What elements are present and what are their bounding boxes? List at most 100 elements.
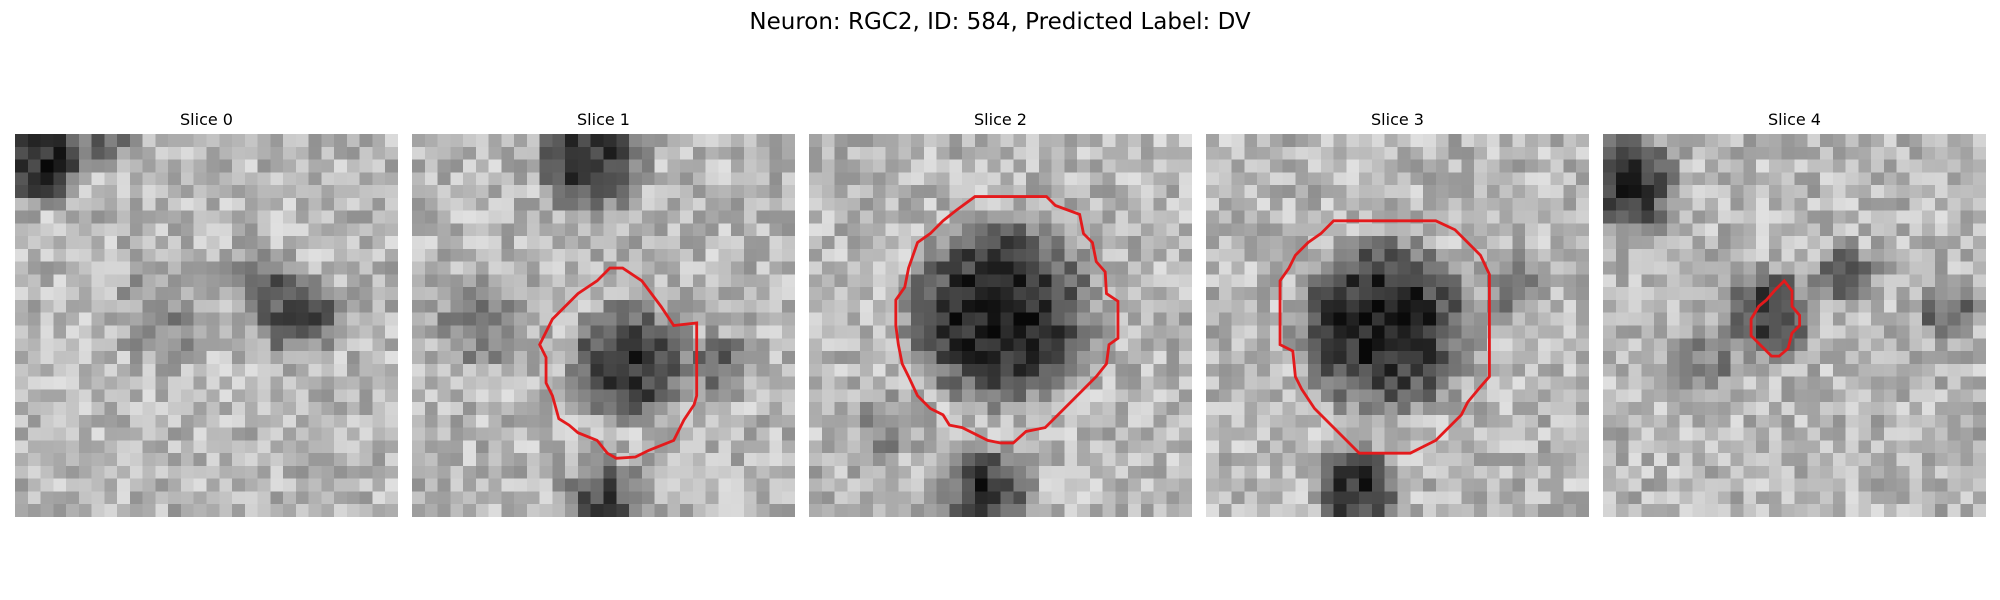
pixel [1679, 312, 1693, 326]
pixel [1102, 185, 1116, 199]
pixel [450, 376, 464, 390]
pixel [769, 248, 783, 262]
pixel [552, 351, 566, 365]
pixel [91, 325, 105, 339]
pixel [1320, 376, 1334, 390]
pixel [1628, 159, 1642, 173]
pixel [168, 427, 182, 441]
pixel [232, 185, 246, 199]
pixel [372, 363, 386, 377]
pixel [1140, 389, 1154, 403]
pixel [641, 172, 655, 186]
pixel [743, 402, 757, 416]
pixel [501, 491, 515, 505]
pixel [463, 236, 477, 250]
pixel [1461, 491, 1475, 505]
pixel [1397, 351, 1411, 365]
pixel [321, 185, 335, 199]
pixel [1807, 504, 1821, 517]
pixel [155, 210, 169, 224]
pixel [372, 478, 386, 492]
pixel [1038, 389, 1052, 403]
pixel [718, 440, 732, 454]
pixel [1794, 261, 1808, 275]
pixel [283, 261, 297, 275]
pixel [1320, 223, 1334, 237]
pixel [1807, 389, 1821, 403]
pixel [1308, 440, 1322, 454]
pixel [1115, 440, 1129, 454]
pixel [66, 478, 80, 492]
pixel [15, 440, 29, 454]
pixel [1231, 287, 1245, 301]
pixel [412, 159, 426, 173]
pixel [424, 465, 438, 479]
pixel [91, 159, 105, 173]
pixel [1026, 376, 1040, 390]
pixel [437, 351, 451, 365]
pixel [885, 261, 899, 275]
pixel [1320, 274, 1334, 288]
pixel [1295, 185, 1309, 199]
pixel [257, 427, 271, 441]
pixel [1026, 389, 1040, 403]
pixel [756, 325, 770, 339]
pixel [1206, 134, 1220, 148]
pixel [1486, 389, 1500, 403]
pixel [1166, 248, 1180, 262]
pixel [629, 172, 643, 186]
pixel [577, 325, 591, 339]
pixel [437, 274, 451, 288]
pixel [1179, 146, 1192, 160]
pixel [577, 465, 591, 479]
pixel [53, 491, 67, 505]
pixel [743, 504, 757, 517]
pixel [1448, 440, 1462, 454]
pixel [514, 402, 528, 416]
pixel [1231, 478, 1245, 492]
pixel [1909, 236, 1923, 250]
pixel [412, 185, 426, 199]
pixel [117, 261, 131, 275]
pixel [1641, 427, 1655, 441]
pixel [1423, 453, 1437, 467]
pixel [603, 146, 617, 160]
pixel [1064, 287, 1078, 301]
pixel [1282, 465, 1296, 479]
pixel [718, 159, 732, 173]
pixel [40, 197, 54, 211]
pixel [1615, 312, 1629, 326]
pixel [514, 134, 528, 148]
pixel [1000, 478, 1014, 492]
pixel [1922, 248, 1936, 262]
pixel [782, 287, 795, 301]
pixel [1257, 465, 1271, 479]
pixel [283, 172, 297, 186]
pixel [1871, 134, 1885, 148]
pixel [1794, 185, 1808, 199]
pixel [1077, 389, 1091, 403]
pixel [1871, 287, 1885, 301]
pixel [424, 440, 438, 454]
pixel [1705, 402, 1719, 416]
pixel [117, 453, 131, 467]
pixel [40, 465, 54, 479]
pixel [206, 146, 220, 160]
pixel [860, 440, 874, 454]
pixel [193, 185, 207, 199]
pixel [1858, 223, 1872, 237]
pixel [15, 287, 29, 301]
pixel [552, 185, 566, 199]
pixel [1550, 274, 1564, 288]
pixel [359, 274, 373, 288]
pixel [1423, 325, 1437, 339]
pixel [577, 504, 591, 517]
pixel [359, 376, 373, 390]
pixel [769, 427, 783, 441]
pixel [1743, 274, 1757, 288]
pixel [1883, 363, 1897, 377]
pixel [1576, 236, 1589, 250]
pixel [40, 414, 54, 428]
pixel [1308, 491, 1322, 505]
pixel [1461, 478, 1475, 492]
